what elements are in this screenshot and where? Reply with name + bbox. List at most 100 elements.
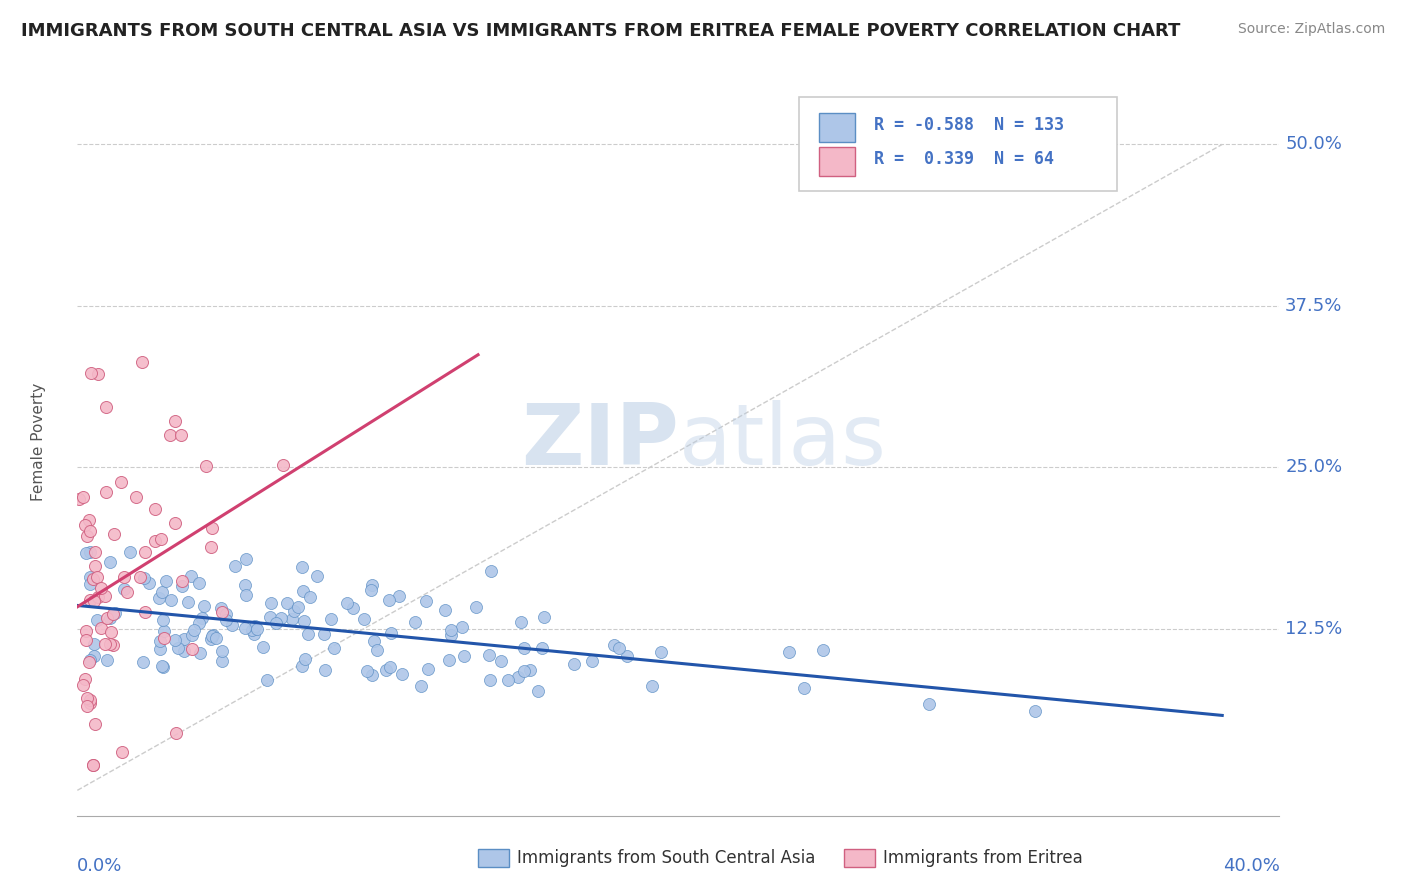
Point [77, 656, 100, 670]
Point [240, 624, 263, 638]
Point [79, 693, 101, 707]
Point [581, 654, 603, 668]
Point [94, 637, 117, 651]
Point [86, 367, 108, 381]
Point [433, 603, 456, 617]
Text: IMMIGRANTS FROM SOUTH CENTRAL ASIA VS IMMIGRANTS FROM ERITREA FEMALE POVERTY COR: IMMIGRANTS FROM SOUTH CENTRAL ASIA VS IM… [21, 22, 1181, 40]
Point [138, 576, 160, 591]
Point [98, 611, 121, 625]
Point [531, 640, 554, 655]
Point [134, 545, 156, 559]
Point [181, 628, 204, 642]
Point [270, 611, 292, 625]
Point [453, 649, 475, 664]
Point [100, 624, 122, 639]
Point [440, 624, 463, 638]
Point [299, 590, 322, 604]
Point [172, 574, 194, 589]
Point [188, 576, 211, 591]
Point [75, 624, 97, 638]
Point [440, 628, 463, 642]
Point [314, 663, 336, 677]
Point [276, 597, 298, 611]
Point [188, 646, 211, 660]
Point [224, 558, 246, 573]
Text: Immigrants from South Central Asia: Immigrants from South Central Asia [517, 849, 815, 867]
Point [291, 659, 314, 673]
Point [73, 672, 96, 686]
Point [512, 664, 534, 678]
Point [160, 593, 183, 607]
Point [82, 757, 104, 772]
Point [603, 638, 626, 652]
Point [200, 540, 222, 554]
Point [297, 627, 319, 641]
Point [173, 643, 195, 657]
Point [98, 555, 121, 569]
Text: atlas: atlas [679, 400, 886, 483]
Point [96, 485, 118, 500]
Point [793, 681, 815, 696]
Point [918, 697, 941, 711]
Point [149, 634, 172, 648]
Point [80, 367, 103, 381]
Point [76, 690, 98, 705]
Point [479, 564, 502, 578]
Point [145, 534, 167, 549]
Point [353, 612, 375, 626]
Point [1024, 704, 1046, 718]
Point [360, 583, 382, 598]
Point [314, 627, 336, 641]
Point [342, 601, 364, 615]
Point [177, 595, 200, 609]
Point [90, 621, 112, 635]
Point [811, 643, 834, 657]
FancyBboxPatch shape [799, 97, 1118, 191]
Point [361, 668, 384, 682]
Point [173, 632, 195, 646]
Point [260, 596, 283, 610]
Point [76, 529, 98, 543]
Point [101, 607, 124, 621]
Point [103, 527, 125, 541]
Point [181, 642, 204, 657]
FancyBboxPatch shape [820, 113, 855, 142]
Point [404, 615, 426, 630]
Point [94, 400, 117, 414]
Point [193, 599, 215, 613]
Point [83, 545, 105, 559]
Point [211, 654, 233, 668]
Point [215, 607, 238, 621]
Point [235, 552, 257, 566]
Text: 40.0%: 40.0% [1223, 857, 1279, 875]
Point [200, 632, 222, 647]
Point [79, 593, 101, 607]
Point [411, 679, 433, 693]
Point [211, 644, 233, 658]
Point [115, 584, 138, 599]
Point [143, 502, 166, 516]
Point [67, 491, 90, 506]
Point [243, 619, 266, 633]
Point [131, 655, 153, 669]
Point [98, 637, 121, 651]
Point [221, 618, 243, 632]
Point [191, 611, 214, 625]
Point [292, 615, 315, 629]
Point [125, 491, 148, 505]
Point [264, 616, 287, 631]
Point [152, 624, 174, 638]
Point [510, 615, 533, 629]
Point [233, 578, 256, 592]
Text: Source: ZipAtlas.com: Source: ZipAtlas.com [1237, 22, 1385, 37]
Point [82, 757, 104, 772]
Point [96, 653, 118, 667]
Point [211, 606, 233, 620]
FancyBboxPatch shape [820, 147, 855, 176]
Point [305, 569, 328, 583]
Point [478, 648, 501, 662]
Text: 37.5%: 37.5% [1285, 297, 1343, 315]
Point [90, 581, 112, 595]
Point [380, 659, 402, 673]
Point [506, 670, 529, 684]
